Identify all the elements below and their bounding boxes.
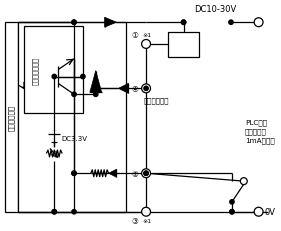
Circle shape	[240, 178, 247, 185]
Circle shape	[52, 210, 56, 214]
Circle shape	[52, 210, 56, 214]
Circle shape	[142, 85, 151, 93]
Polygon shape	[90, 71, 102, 93]
Circle shape	[81, 75, 85, 79]
Circle shape	[254, 19, 263, 27]
Circle shape	[72, 93, 76, 97]
Text: ※1: ※1	[142, 32, 151, 37]
Polygon shape	[108, 170, 116, 177]
Text: （制御出力）: （制御出力）	[144, 97, 170, 104]
Circle shape	[254, 207, 263, 216]
FancyBboxPatch shape	[18, 23, 126, 212]
Text: ①: ①	[131, 30, 138, 40]
FancyBboxPatch shape	[168, 33, 200, 58]
Text: 0V: 0V	[264, 207, 276, 216]
Circle shape	[94, 87, 98, 91]
Circle shape	[142, 169, 151, 178]
Circle shape	[72, 210, 76, 214]
Text: ②: ②	[131, 169, 138, 178]
Circle shape	[230, 200, 234, 204]
FancyBboxPatch shape	[5, 23, 18, 212]
Circle shape	[72, 171, 76, 176]
Text: 過電流保護回路: 過電流保護回路	[31, 56, 38, 84]
Circle shape	[94, 93, 98, 97]
Text: ④: ④	[131, 85, 138, 94]
Text: センサ主回路: センサ主回路	[8, 104, 15, 131]
Text: DC10-30V: DC10-30V	[194, 5, 237, 14]
Circle shape	[144, 171, 148, 176]
Text: ※1: ※1	[142, 218, 151, 223]
Text: 負荷: 負荷	[178, 41, 189, 50]
Circle shape	[230, 210, 234, 214]
Circle shape	[72, 21, 76, 25]
Circle shape	[144, 171, 148, 176]
Circle shape	[144, 87, 148, 91]
Circle shape	[182, 21, 186, 25]
Text: ③: ③	[131, 216, 138, 225]
Text: DC3.3V: DC3.3V	[61, 135, 87, 141]
Circle shape	[230, 210, 234, 214]
Circle shape	[72, 171, 76, 176]
Polygon shape	[105, 18, 116, 28]
FancyBboxPatch shape	[24, 27, 83, 113]
Circle shape	[182, 21, 186, 25]
Circle shape	[142, 40, 151, 49]
Circle shape	[142, 207, 151, 216]
Text: PLCなど
（短絡電流
1mA以下）: PLCなど （短絡電流 1mA以下）	[245, 119, 275, 144]
Circle shape	[52, 75, 56, 79]
Circle shape	[229, 21, 233, 25]
Circle shape	[72, 21, 76, 25]
Polygon shape	[119, 84, 128, 94]
